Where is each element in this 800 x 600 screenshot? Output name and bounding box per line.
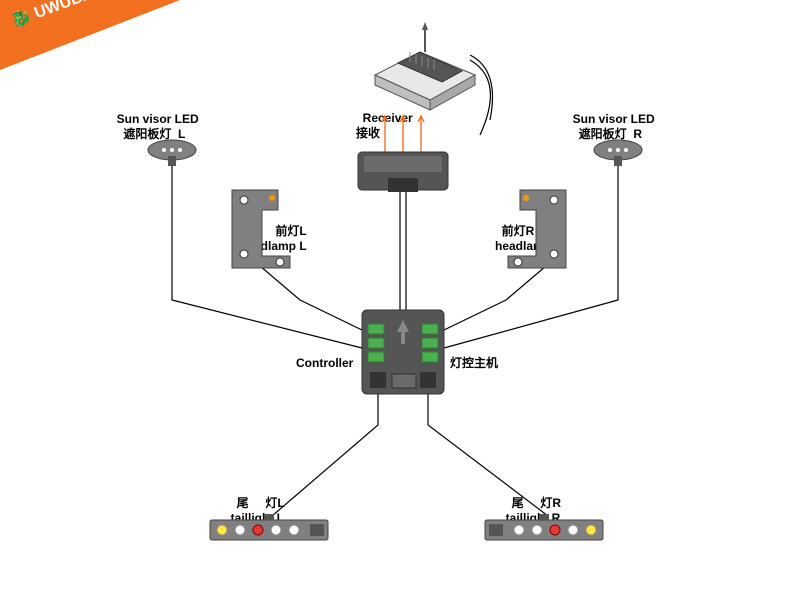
channel-box-icon xyxy=(358,152,448,192)
controller-icon xyxy=(362,310,444,394)
visor-l-icon xyxy=(148,140,196,166)
diagram-svg xyxy=(0,0,800,600)
headlamp-l-icon xyxy=(232,190,290,268)
headlamp-r-icon xyxy=(508,190,566,268)
taillight-l-icon xyxy=(210,514,328,540)
visor-r-icon xyxy=(594,140,642,166)
receiver-icon xyxy=(375,22,475,110)
taillight-r-icon xyxy=(485,514,603,540)
